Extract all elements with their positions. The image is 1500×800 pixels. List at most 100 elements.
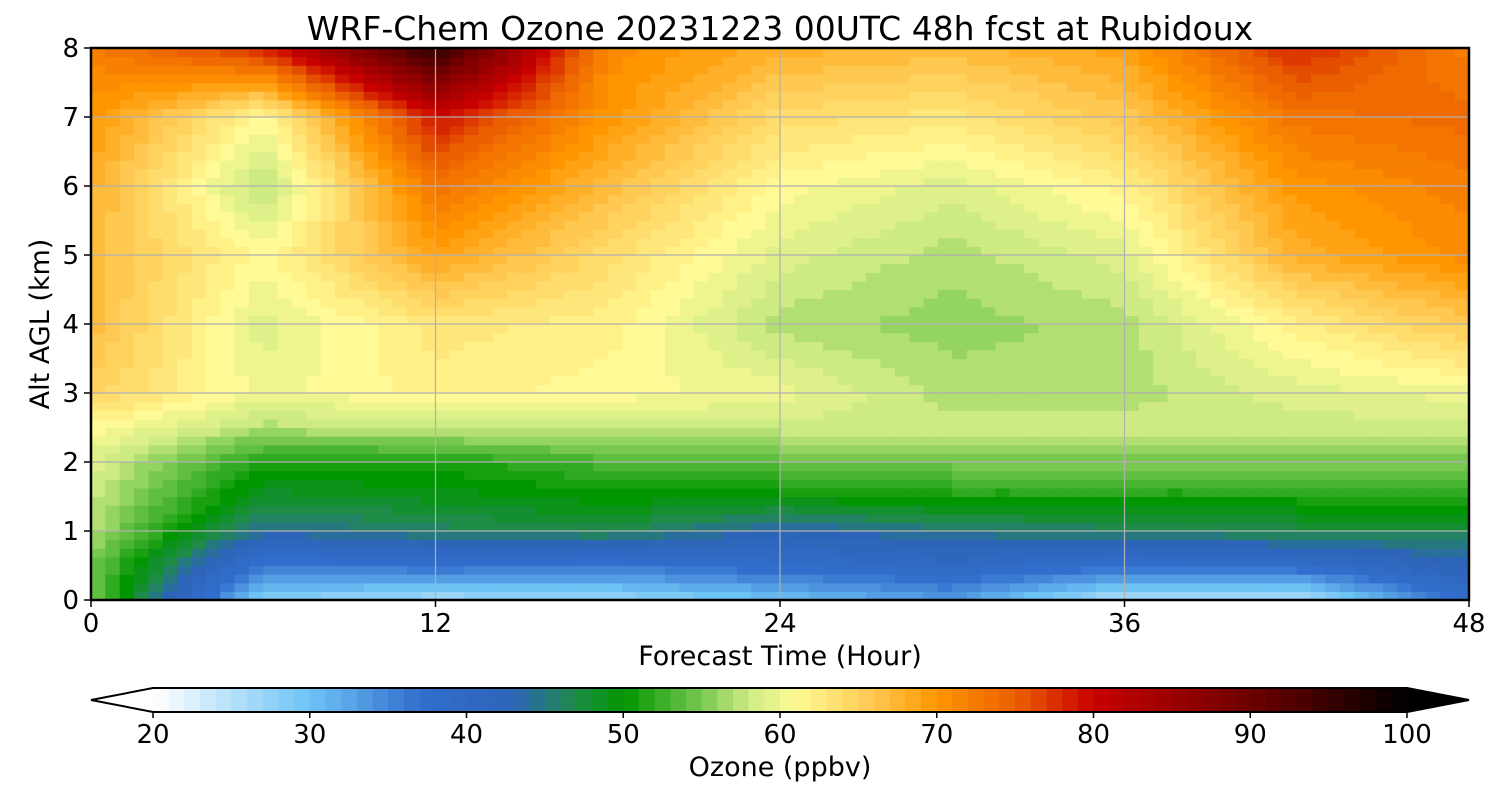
heatmap-cell: [1440, 246, 1456, 256]
heatmap-cell: [1368, 591, 1384, 600]
heatmap-cell: [449, 229, 465, 239]
heatmap-cell: [1454, 531, 1469, 541]
heatmap-cell: [923, 358, 939, 368]
heatmap-cell: [708, 341, 724, 351]
heatmap-cell: [191, 479, 207, 489]
heatmap-cell: [1454, 375, 1469, 385]
heatmap-cell: [205, 548, 221, 558]
heatmap-cell: [636, 151, 652, 161]
heatmap-cell: [952, 513, 968, 523]
heatmap-cell: [1038, 263, 1054, 273]
heatmap-cell: [1124, 298, 1140, 308]
heatmap-cell: [1339, 186, 1355, 196]
heatmap-cell: [1196, 211, 1212, 222]
heatmap-cell: [263, 522, 279, 532]
heatmap-cell: [162, 367, 178, 377]
heatmap-cell: [363, 436, 379, 446]
heatmap-cell: [335, 280, 350, 291]
heatmap-cell: [1167, 513, 1183, 523]
heatmap-cell: [579, 272, 594, 282]
heatmap-cell: [1124, 341, 1140, 351]
heatmap-cell: [650, 444, 666, 454]
heatmap-cell: [794, 531, 810, 541]
heatmap-cell: [492, 496, 508, 506]
heatmap-cell: [1081, 263, 1097, 273]
heatmap-cell: [980, 255, 996, 265]
heatmap-cell: [248, 522, 264, 532]
heatmap-cell: [1124, 246, 1140, 256]
heatmap-cell: [205, 436, 221, 446]
heatmap-cell: [579, 453, 594, 463]
heatmap-cell: [1382, 229, 1398, 239]
heatmap-cell: [464, 427, 480, 437]
heatmap-cell: [1339, 194, 1355, 204]
heatmap-cell: [823, 418, 839, 429]
heatmap-cell: [177, 522, 193, 532]
heatmap-cell: [952, 186, 968, 196]
heatmap-cell: [91, 237, 106, 247]
heatmap-cell: [880, 272, 896, 282]
heatmap-cell: [593, 306, 609, 316]
heatmap-cell: [1411, 574, 1427, 584]
heatmap-cell: [636, 246, 652, 256]
heatmap-cell: [995, 220, 1011, 230]
heatmap-cell: [765, 194, 781, 204]
heatmap-cell: [909, 263, 925, 273]
heatmap-cell: [995, 444, 1011, 454]
heatmap-cell: [794, 548, 810, 558]
heatmap-cell: [1167, 582, 1183, 592]
heatmap-cell: [1354, 306, 1370, 316]
heatmap-cell: [636, 237, 652, 247]
heatmap-cell: [492, 591, 508, 600]
heatmap-cell: [1411, 444, 1427, 454]
heatmap-cell: [736, 324, 752, 334]
heatmap-cell: [607, 263, 623, 273]
heatmap-cell: [823, 315, 839, 325]
heatmap-cell: [1454, 539, 1469, 549]
heatmap-cell: [995, 272, 1011, 282]
heatmap-cell: [995, 565, 1011, 575]
heatmap-cell: [780, 272, 795, 282]
heatmap-cell: [1411, 531, 1427, 541]
heatmap-cell: [277, 168, 293, 178]
heatmap-cell: [1282, 255, 1298, 265]
heatmap-cell: [980, 186, 996, 196]
heatmap-cell: [693, 151, 709, 161]
heatmap-cell: [579, 393, 594, 403]
heatmap-cell: [1425, 160, 1441, 170]
heatmap-cell: [291, 531, 307, 541]
heatmap-cell: [722, 496, 738, 506]
heatmap-cell: [579, 427, 594, 437]
heatmap-cell: [234, 582, 250, 592]
heatmap-cell: [665, 349, 681, 360]
heatmap-cell: [708, 160, 724, 170]
heatmap-cell: [1024, 444, 1039, 454]
heatmap-cell: [607, 436, 623, 446]
heatmap-cell: [335, 341, 350, 351]
heatmap-cell: [765, 263, 781, 273]
heatmap-cell: [1153, 151, 1169, 161]
heatmap-cell: [406, 470, 422, 480]
heatmap-cell: [1181, 341, 1197, 351]
heatmap-cell: [1368, 272, 1384, 282]
heatmap-cell: [134, 194, 150, 204]
heatmap-cell: [205, 315, 221, 325]
heatmap-cell: [751, 194, 767, 204]
heatmap-cell: [1268, 306, 1283, 316]
heatmap-cell: [937, 513, 953, 523]
heatmap-cell: [162, 160, 178, 170]
heatmap-cell: [636, 427, 652, 437]
heatmap-cell: [1382, 462, 1398, 472]
heatmap-cell: [1196, 151, 1212, 161]
heatmap-cell: [765, 324, 781, 334]
heatmap-cell: [1440, 393, 1456, 403]
heatmap-cell: [1253, 151, 1269, 161]
heatmap-cell: [708, 410, 724, 420]
heatmap-cell: [1067, 255, 1083, 265]
heatmap-cell: [521, 349, 537, 360]
heatmap-cell: [1052, 453, 1068, 463]
heatmap-cell: [937, 237, 953, 247]
heatmap-cell: [119, 237, 135, 247]
heatmap-cell: [722, 436, 738, 446]
heatmap-cell: [105, 410, 121, 420]
